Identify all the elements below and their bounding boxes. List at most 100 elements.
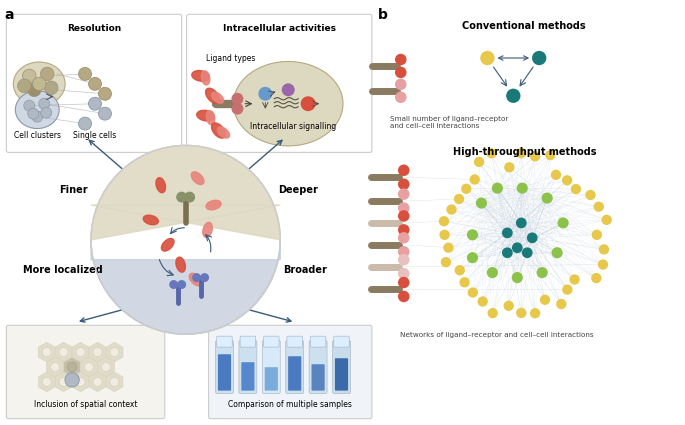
Circle shape [395, 67, 406, 78]
Polygon shape [156, 178, 166, 193]
FancyBboxPatch shape [241, 362, 254, 391]
FancyBboxPatch shape [218, 354, 231, 391]
Circle shape [398, 210, 410, 222]
Circle shape [467, 252, 478, 263]
Circle shape [18, 79, 31, 93]
Circle shape [177, 280, 186, 289]
FancyBboxPatch shape [332, 340, 351, 394]
Circle shape [65, 373, 79, 387]
FancyBboxPatch shape [264, 336, 279, 347]
Polygon shape [143, 215, 158, 225]
Circle shape [192, 273, 201, 282]
Text: Cell clusters: Cell clusters [14, 131, 61, 141]
Polygon shape [89, 372, 106, 391]
Circle shape [232, 103, 243, 115]
Circle shape [601, 215, 612, 225]
Circle shape [99, 107, 112, 120]
Circle shape [59, 377, 68, 386]
Circle shape [530, 308, 540, 318]
Circle shape [110, 348, 119, 357]
Circle shape [84, 363, 94, 371]
Circle shape [542, 193, 553, 204]
Circle shape [258, 87, 272, 101]
Polygon shape [203, 222, 212, 238]
FancyBboxPatch shape [264, 367, 278, 391]
Circle shape [110, 377, 119, 386]
FancyBboxPatch shape [186, 14, 372, 153]
Circle shape [551, 247, 562, 258]
FancyBboxPatch shape [287, 336, 303, 347]
Text: Single cells: Single cells [73, 131, 116, 141]
Circle shape [599, 244, 609, 255]
Circle shape [461, 184, 471, 194]
Polygon shape [212, 92, 223, 103]
FancyBboxPatch shape [208, 325, 372, 419]
Circle shape [32, 77, 46, 91]
Circle shape [467, 230, 478, 241]
Circle shape [571, 184, 581, 194]
Circle shape [59, 348, 68, 357]
Circle shape [395, 54, 406, 65]
Circle shape [24, 100, 35, 111]
FancyBboxPatch shape [312, 364, 325, 391]
Polygon shape [197, 110, 214, 121]
FancyBboxPatch shape [6, 14, 182, 153]
Text: Inclusion of spatial context: Inclusion of spatial context [34, 400, 137, 409]
Circle shape [184, 192, 195, 203]
Polygon shape [38, 372, 55, 391]
Circle shape [440, 257, 451, 267]
Polygon shape [192, 71, 210, 81]
Ellipse shape [15, 91, 59, 128]
Circle shape [395, 79, 406, 90]
Circle shape [551, 170, 561, 180]
Polygon shape [81, 357, 97, 377]
Circle shape [504, 162, 514, 173]
Circle shape [398, 164, 410, 176]
FancyBboxPatch shape [335, 358, 348, 391]
FancyBboxPatch shape [216, 336, 232, 347]
FancyBboxPatch shape [239, 340, 257, 394]
Circle shape [176, 192, 187, 203]
Circle shape [101, 363, 110, 371]
Polygon shape [64, 357, 81, 377]
Circle shape [232, 93, 243, 105]
Circle shape [540, 295, 550, 305]
Circle shape [592, 230, 602, 240]
Polygon shape [97, 357, 114, 377]
Circle shape [454, 194, 464, 204]
Circle shape [585, 190, 596, 200]
Polygon shape [55, 372, 72, 391]
FancyBboxPatch shape [6, 325, 164, 419]
Circle shape [51, 363, 60, 371]
Circle shape [76, 377, 85, 386]
Circle shape [93, 348, 102, 357]
Circle shape [556, 299, 566, 309]
Polygon shape [162, 238, 174, 251]
Circle shape [301, 96, 316, 111]
Circle shape [88, 77, 101, 90]
Circle shape [398, 224, 410, 235]
Circle shape [562, 284, 573, 295]
Circle shape [79, 117, 92, 130]
Circle shape [594, 201, 604, 212]
Circle shape [536, 267, 548, 278]
Circle shape [23, 69, 36, 82]
Circle shape [569, 274, 580, 285]
Circle shape [76, 348, 85, 357]
Circle shape [27, 83, 41, 96]
Circle shape [398, 291, 410, 302]
Circle shape [91, 145, 280, 334]
Circle shape [506, 89, 521, 103]
Ellipse shape [234, 62, 343, 146]
Circle shape [512, 242, 523, 253]
Circle shape [516, 308, 527, 318]
Text: Deeper: Deeper [278, 185, 318, 195]
Circle shape [79, 68, 92, 80]
Circle shape [545, 150, 556, 160]
Polygon shape [189, 273, 202, 286]
Circle shape [516, 183, 528, 194]
Text: Broader: Broader [283, 265, 327, 275]
Circle shape [398, 232, 410, 244]
Circle shape [93, 377, 102, 386]
Circle shape [443, 243, 453, 253]
